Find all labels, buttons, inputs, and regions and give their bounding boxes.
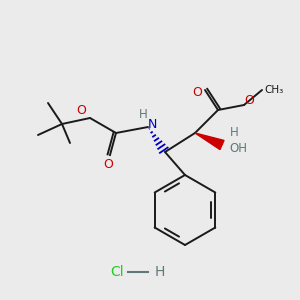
Text: Cl: Cl	[110, 265, 124, 279]
Text: H: H	[230, 127, 238, 140]
Text: H: H	[155, 265, 165, 279]
Text: H: H	[139, 107, 147, 121]
Text: O: O	[103, 158, 113, 172]
Text: O: O	[192, 85, 202, 98]
Text: O: O	[76, 104, 86, 118]
Text: N: N	[147, 118, 157, 130]
Text: OH: OH	[229, 142, 247, 154]
Polygon shape	[195, 133, 224, 150]
Text: CH₃: CH₃	[264, 85, 284, 95]
Text: O: O	[244, 94, 254, 106]
